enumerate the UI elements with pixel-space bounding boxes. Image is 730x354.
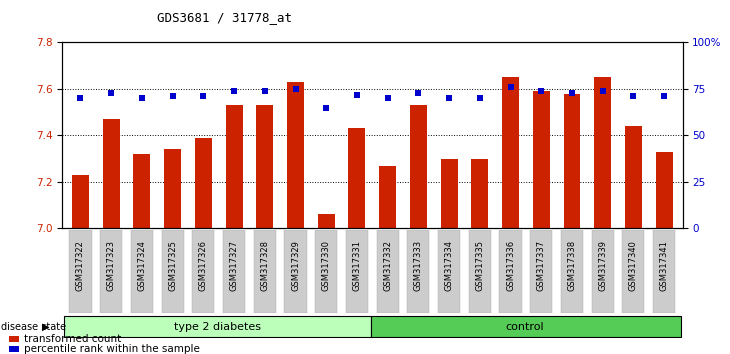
FancyBboxPatch shape (530, 230, 553, 313)
Bar (502, 77, 519, 228)
Text: GSM317335: GSM317335 (475, 240, 484, 291)
Text: ▶: ▶ (42, 321, 50, 332)
Bar (441, 159, 458, 228)
FancyBboxPatch shape (100, 230, 122, 313)
Point (259, 88, 271, 94)
Bar (9, 346, 19, 353)
FancyBboxPatch shape (285, 230, 307, 313)
FancyBboxPatch shape (407, 230, 429, 313)
Point (105, 90, 117, 96)
FancyBboxPatch shape (377, 230, 399, 313)
Text: GSM317326: GSM317326 (199, 240, 208, 291)
Text: GSM317333: GSM317333 (414, 240, 423, 291)
Text: GSM317331: GSM317331 (353, 240, 361, 291)
Point (382, 96, 393, 101)
Bar (656, 152, 672, 228)
Bar (287, 82, 304, 228)
Bar (533, 91, 550, 228)
Point (628, 93, 639, 99)
FancyBboxPatch shape (192, 230, 215, 313)
Text: GSM317341: GSM317341 (660, 240, 669, 291)
FancyBboxPatch shape (469, 230, 491, 313)
Text: GSM317332: GSM317332 (383, 240, 392, 291)
Point (74, 96, 86, 101)
Point (504, 84, 516, 90)
Text: GSM317322: GSM317322 (76, 240, 85, 291)
Bar (256, 105, 273, 228)
Point (597, 88, 609, 94)
Bar (103, 119, 120, 228)
Bar (410, 105, 427, 228)
Text: GSM317328: GSM317328 (261, 240, 269, 291)
Text: GSM317337: GSM317337 (537, 240, 546, 291)
Point (166, 93, 178, 99)
FancyBboxPatch shape (161, 230, 184, 313)
Point (136, 96, 147, 101)
FancyBboxPatch shape (438, 230, 460, 313)
Point (351, 92, 363, 97)
Bar (594, 77, 611, 228)
Bar (379, 166, 396, 228)
Text: GSM317330: GSM317330 (322, 240, 331, 291)
Point (290, 86, 301, 92)
Bar (134, 154, 150, 228)
Text: GSM317336: GSM317336 (506, 240, 515, 291)
Text: GSM317334: GSM317334 (445, 240, 453, 291)
Text: control: control (505, 321, 544, 332)
Text: GSM317338: GSM317338 (567, 240, 577, 291)
Bar (318, 215, 334, 228)
Bar (9, 336, 19, 342)
Text: GSM317329: GSM317329 (291, 240, 300, 291)
FancyBboxPatch shape (561, 230, 583, 313)
Bar (226, 105, 242, 228)
Point (566, 90, 578, 96)
Point (474, 96, 485, 101)
FancyBboxPatch shape (315, 230, 337, 313)
FancyBboxPatch shape (69, 230, 91, 313)
FancyBboxPatch shape (623, 230, 645, 313)
Text: GSM317339: GSM317339 (598, 240, 607, 291)
Text: GSM317340: GSM317340 (629, 240, 638, 291)
Text: GSM317323: GSM317323 (107, 240, 115, 291)
Text: GSM317327: GSM317327 (229, 240, 239, 291)
Point (535, 88, 547, 94)
Text: percentile rank within the sample: percentile rank within the sample (23, 344, 199, 354)
Point (443, 96, 455, 101)
Point (412, 90, 424, 96)
Bar (564, 93, 580, 228)
FancyBboxPatch shape (131, 230, 153, 313)
Point (320, 105, 332, 110)
Point (228, 88, 240, 94)
FancyBboxPatch shape (499, 230, 522, 313)
Bar (348, 129, 366, 228)
FancyBboxPatch shape (254, 230, 276, 313)
Bar (195, 138, 212, 228)
Bar (625, 126, 642, 228)
Bar (164, 149, 181, 228)
FancyBboxPatch shape (64, 316, 371, 337)
Text: disease state: disease state (1, 321, 66, 332)
Text: transformed count: transformed count (23, 334, 121, 344)
FancyBboxPatch shape (223, 230, 245, 313)
Text: GDS3681 / 31778_at: GDS3681 / 31778_at (157, 11, 292, 24)
Bar (72, 175, 89, 228)
Point (198, 93, 210, 99)
FancyBboxPatch shape (653, 230, 675, 313)
Text: GSM317324: GSM317324 (137, 240, 147, 291)
FancyBboxPatch shape (346, 230, 368, 313)
Text: GSM317325: GSM317325 (168, 240, 177, 291)
FancyBboxPatch shape (591, 230, 614, 313)
Bar (472, 159, 488, 228)
Point (658, 93, 670, 99)
Text: type 2 diabetes: type 2 diabetes (174, 321, 261, 332)
FancyBboxPatch shape (371, 316, 681, 337)
